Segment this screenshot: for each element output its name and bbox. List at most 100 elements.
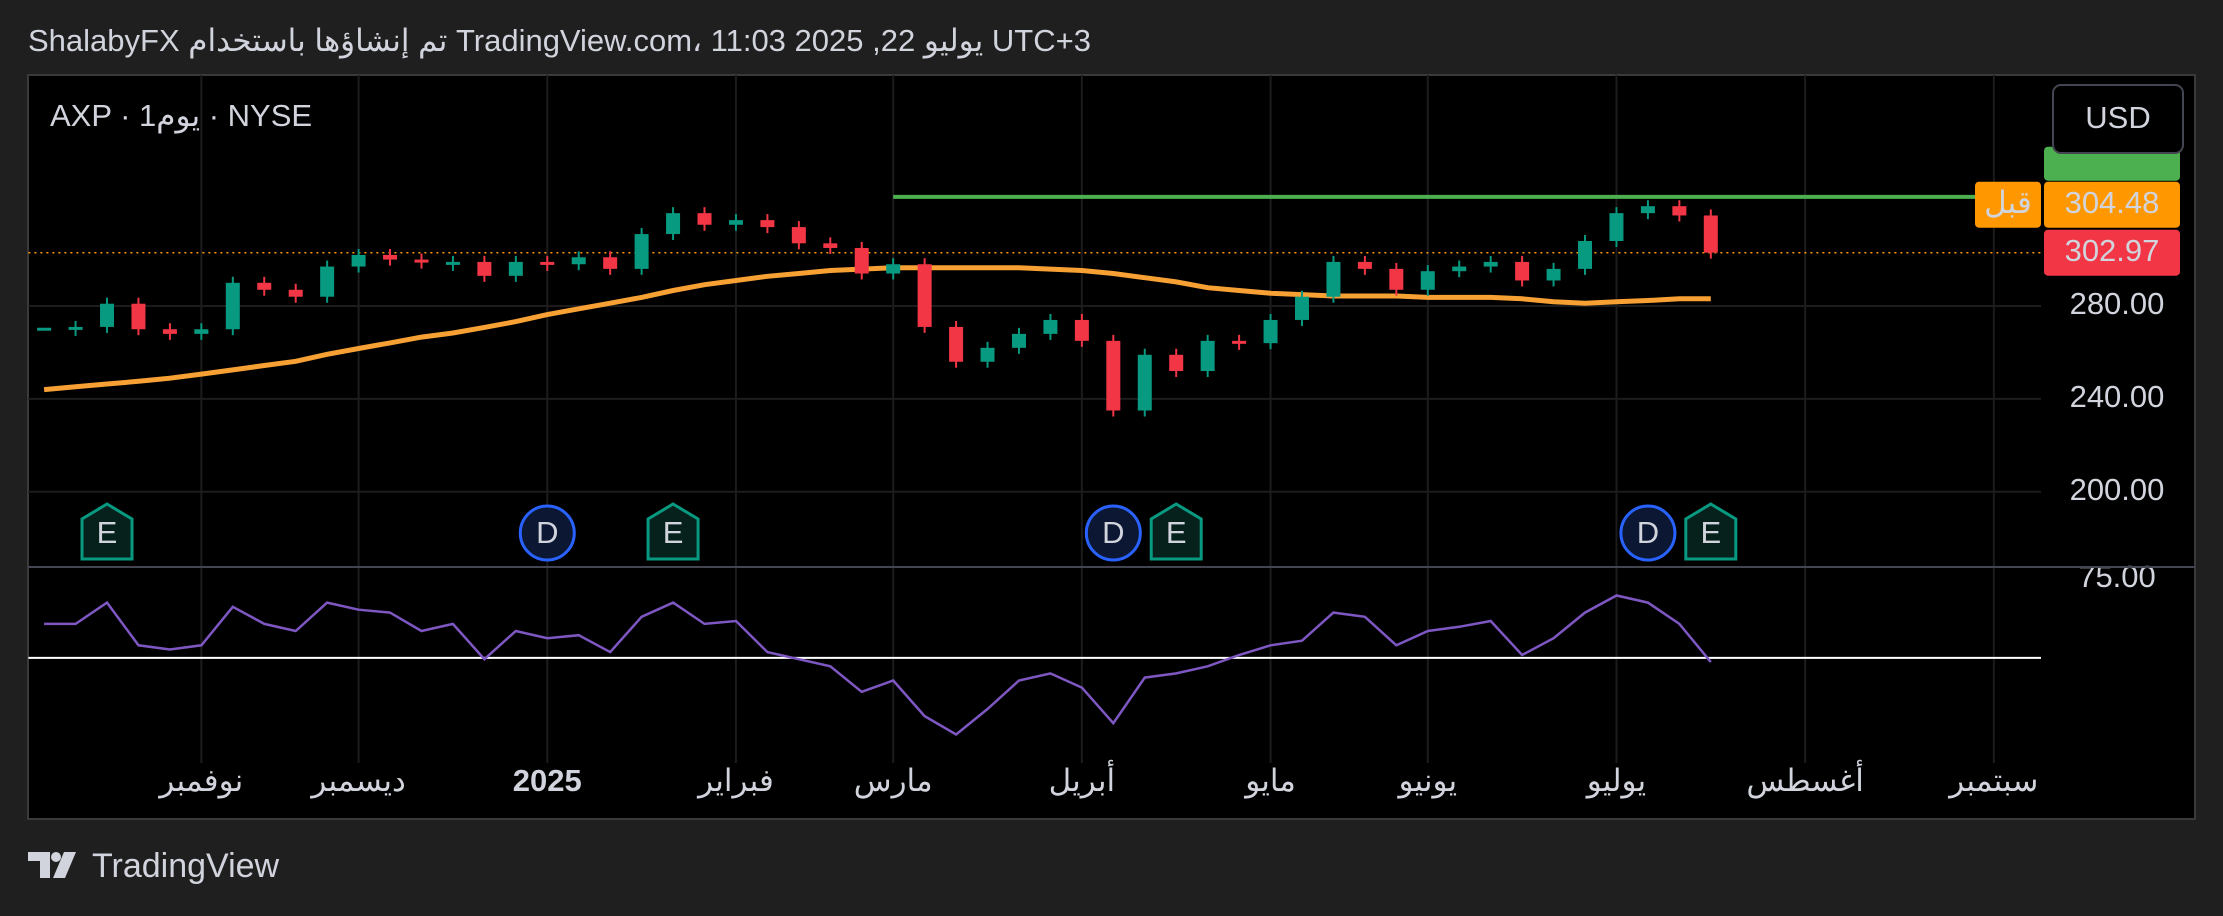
candle [445,261,460,265]
earnings-marker [646,502,700,561]
y-tick-label: 200.00 [2070,472,2165,507]
event-label: D [536,515,558,550]
candle [1169,354,1184,372]
plot: نوفمبر ديسمبر 2025 فبراير مارس أبريل مايو يونيو… [28,75,2195,799]
candle [508,261,523,276]
logo-part [53,852,76,878]
x-tick-label: مايو [1243,763,1296,799]
candle [351,254,366,267]
event-label: D [1102,515,1124,550]
event-label: E [97,515,118,550]
currency-button[interactable]: USD [2052,84,2184,154]
candle [1389,268,1404,290]
x-tick-label: مارس [854,763,933,799]
candle [1420,271,1435,290]
event-label: E [1166,515,1187,550]
chart-panel [27,74,2196,820]
candle [1578,241,1593,269]
earnings-marker [1149,502,1203,561]
candle [1011,333,1026,348]
candle [1106,340,1121,411]
candle [760,220,775,228]
candle [1263,319,1278,344]
candle [1483,261,1498,267]
candle [1703,215,1718,253]
currency-label[interactable]: USD [2085,100,2150,135]
symbol-label: AXP · 1يوم · NYSE [50,98,312,134]
candle [320,266,335,297]
logo-part [28,852,50,878]
candle [225,282,240,330]
event-label: E [663,515,684,550]
dividend-marker [1619,504,1677,562]
candle [100,303,115,327]
candle [1640,206,1655,214]
candle [1672,206,1687,216]
candle [37,327,52,331]
dividend-marker [518,504,576,562]
candle [1043,319,1058,334]
candle [728,220,743,225]
candle [1200,340,1215,372]
candle [540,261,555,265]
x-tick-label: يوليو [1585,763,1646,799]
y-tick-label: 240.00 [2070,379,2165,414]
pre-market-tag [2044,181,2180,228]
candle [68,326,83,330]
attribution: ShalabyFX تم إنشاؤها باستخدام TradingVie… [28,23,1091,59]
x-tick-label: 2025 [513,763,582,798]
candle [383,254,398,260]
footer-logo [28,852,76,878]
candle [666,213,681,235]
x-tick-label: سبتمبر [1947,763,2038,799]
candle [1357,261,1372,269]
candle [886,264,901,274]
last-price: 302.97 [2065,233,2160,268]
pre-market-badge-label: قبل [1984,185,2032,220]
pre-market-price: 304.48 [2065,185,2160,220]
candle [1609,213,1624,242]
event-label: D [1637,515,1659,550]
candle [1294,296,1309,320]
candle [791,227,806,244]
x-tick-label: أبريل [1049,760,1115,799]
candle [1232,340,1247,344]
rsi-tick-label: 75.00 [2078,559,2156,594]
y-tick-label: 280.00 [2070,286,2165,321]
candle [1137,354,1152,411]
candle [414,259,429,263]
x-tick-label: أغسطس [1746,760,1863,799]
x-tick-label: ديسمبر [309,763,405,799]
resistance-tag [2044,146,2180,181]
candle [949,326,964,362]
candle [194,329,209,334]
x-tick-label: نوفمبر [157,763,243,799]
candle [603,257,618,269]
candle [1546,268,1561,281]
last-price-tag [2044,229,2180,276]
candle [854,247,869,274]
candle [697,213,712,225]
currency-button-frame[interactable] [2052,84,2184,154]
earnings-marker [1684,502,1738,561]
rsi-line [44,594,1712,737]
candle [477,261,492,276]
candle [162,329,177,334]
candle [131,303,146,330]
candle [288,289,303,297]
candle [1326,261,1341,297]
dividend-marker [1084,504,1142,562]
x-tick-label: يونيو [1396,763,1457,799]
candle [823,243,838,248]
earnings-marker [80,502,134,561]
candle [980,347,995,362]
candle [1452,266,1467,272]
candle [634,234,649,269]
candle [1074,319,1089,341]
x-tick-label: فبراير [696,763,774,799]
logo-part [51,852,61,862]
candle [917,264,932,327]
moving-average [43,265,1711,393]
candle [257,282,272,290]
